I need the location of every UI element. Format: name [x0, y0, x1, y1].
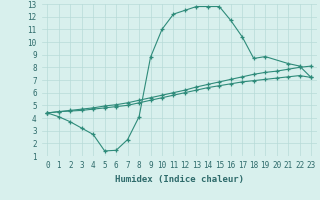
X-axis label: Humidex (Indice chaleur): Humidex (Indice chaleur)	[115, 175, 244, 184]
